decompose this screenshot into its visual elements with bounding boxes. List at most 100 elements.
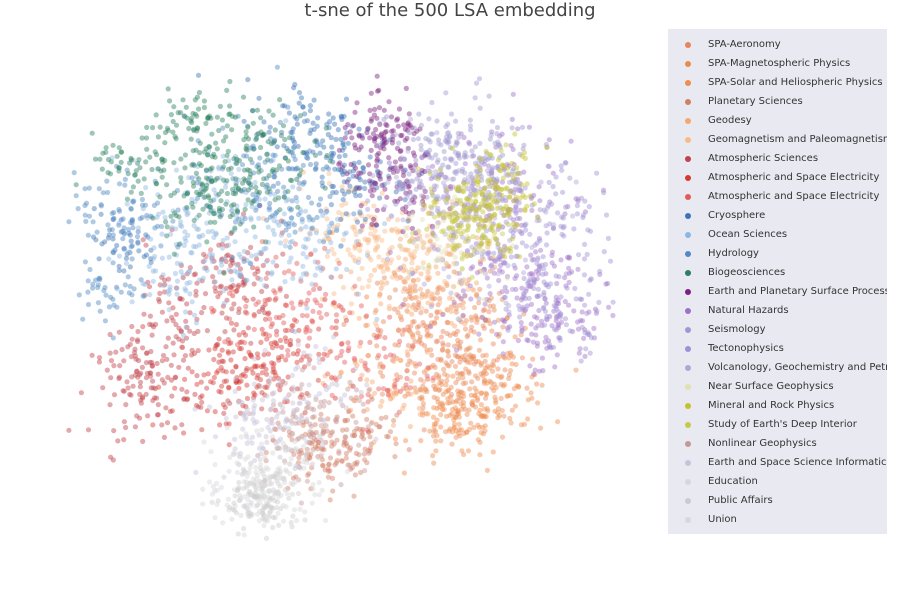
legend-item[interactable]: Mineral and Rock Physics — [668, 396, 887, 415]
scatter-point — [129, 220, 135, 226]
legend-item[interactable]: Cryosphere — [668, 206, 887, 225]
scatter-point — [432, 386, 438, 392]
scatter-point — [549, 260, 555, 266]
legend-item[interactable]: Seismology — [668, 320, 887, 339]
legend-item[interactable]: Biogeosciences — [668, 263, 887, 282]
legend-item[interactable]: Geomagnetism and Paleomagnetism — [668, 130, 887, 149]
scatter-point — [394, 412, 400, 418]
scatter-point — [205, 371, 211, 377]
scatter-point — [469, 153, 475, 159]
legend-item[interactable]: Planetary Sciences — [668, 92, 887, 111]
legend-item[interactable]: Natural Hazards — [668, 301, 887, 320]
scatter-point — [444, 378, 450, 384]
scatter-point — [164, 125, 170, 131]
scatter-point — [474, 388, 480, 395]
scatter-point — [449, 296, 456, 302]
scatter-point — [310, 482, 316, 488]
scatter-point — [544, 205, 551, 211]
scatter-point — [256, 215, 262, 221]
scatter-point — [306, 432, 312, 438]
scatter-point — [468, 420, 474, 426]
scatter-point — [213, 343, 219, 349]
scatter-point — [294, 260, 300, 266]
scatter-point — [368, 441, 374, 447]
scatter-point — [316, 351, 322, 357]
scatter-point — [326, 111, 332, 117]
scatter-point — [173, 285, 179, 291]
scatter-point — [457, 345, 463, 351]
legend-item[interactable]: Atmospheric Sciences — [668, 149, 887, 168]
scatter-point — [522, 206, 528, 213]
scatter-point — [240, 94, 247, 100]
scatter-point — [569, 269, 575, 275]
legend-item[interactable]: Geodesy — [668, 111, 887, 130]
scatter-point — [120, 228, 126, 234]
scatter-point — [387, 249, 393, 255]
legend-item[interactable]: Tectonophysics — [668, 339, 887, 358]
legend-item[interactable]: Atmospheric and Space Electricity — [668, 168, 887, 187]
scatter-point — [200, 206, 206, 212]
scatter-point — [481, 218, 487, 224]
scatter-point — [414, 389, 420, 395]
scatter-point — [228, 268, 234, 275]
scatter-point — [470, 186, 476, 192]
scatter-point — [351, 224, 357, 230]
scatter-point — [348, 395, 354, 401]
scatter-point — [481, 378, 487, 384]
scatter-point — [385, 179, 391, 185]
legend-item[interactable]: Nonlinear Geophysics — [668, 434, 887, 453]
scatter-point — [297, 227, 303, 233]
scatter-point — [431, 246, 437, 252]
legend-item[interactable]: Hydrology — [668, 244, 887, 263]
scatter-point — [294, 121, 300, 127]
scatter-point — [252, 392, 258, 398]
scatter-point — [418, 122, 425, 128]
legend-item[interactable]: Study of Earth's Deep Interior — [668, 415, 887, 434]
scatter-point — [201, 98, 207, 104]
scatter-point — [172, 375, 178, 381]
legend-item[interactable]: Volcanology, Geochemistry and Petrology — [668, 358, 887, 377]
legend-item[interactable]: Earth and Space Science Informatics — [668, 453, 887, 472]
scatter-point — [457, 389, 463, 396]
scatter-point — [350, 413, 356, 419]
scatter-point — [405, 388, 411, 394]
scatter-point — [149, 166, 155, 173]
scatter-point — [358, 339, 364, 345]
scatter-point — [371, 233, 378, 239]
scatter-point — [392, 159, 398, 165]
scatter-point — [470, 402, 476, 408]
scatter-point — [135, 160, 141, 166]
scatter-point — [444, 330, 450, 337]
scatter-point — [453, 160, 459, 166]
scatter-point — [180, 97, 186, 103]
scatter-point — [327, 158, 333, 164]
legend-item[interactable]: Education — [668, 472, 887, 491]
scatter-point — [270, 112, 276, 118]
scatter-point — [374, 73, 380, 79]
legend-item[interactable]: Ocean Sciences — [668, 225, 887, 244]
scatter-point — [219, 241, 225, 247]
scatter-point — [326, 461, 332, 467]
scatter-point — [284, 145, 290, 151]
legend-item[interactable]: Public Affairs — [668, 491, 887, 510]
legend-item[interactable]: SPA-Solar and Heliospheric Physics — [668, 73, 887, 92]
legend-item[interactable]: Near Surface Geophysics — [668, 377, 887, 396]
scatter-point — [362, 216, 368, 222]
scatter-point — [490, 254, 496, 260]
scatter-point — [266, 108, 272, 114]
legend-item[interactable]: SPA-Aeronomy — [668, 35, 887, 54]
scatter-point — [240, 279, 246, 285]
scatter-point — [386, 155, 392, 161]
scatter-point — [409, 346, 415, 352]
scatter-point — [326, 349, 333, 355]
legend-item[interactable]: Atmospheric and Space Electricity — [668, 187, 887, 206]
scatter-point — [251, 281, 257, 287]
scatter-point — [298, 278, 304, 284]
scatter-point — [269, 269, 275, 276]
legend-item[interactable]: Earth and Planetary Surface Processes — [668, 282, 887, 301]
legend-item[interactable]: Union — [668, 510, 887, 529]
scatter-point — [544, 145, 550, 151]
legend-item[interactable]: SPA-Magnetospheric Physics — [668, 54, 887, 73]
scatter-point — [509, 160, 515, 167]
scatter-point — [178, 156, 184, 162]
